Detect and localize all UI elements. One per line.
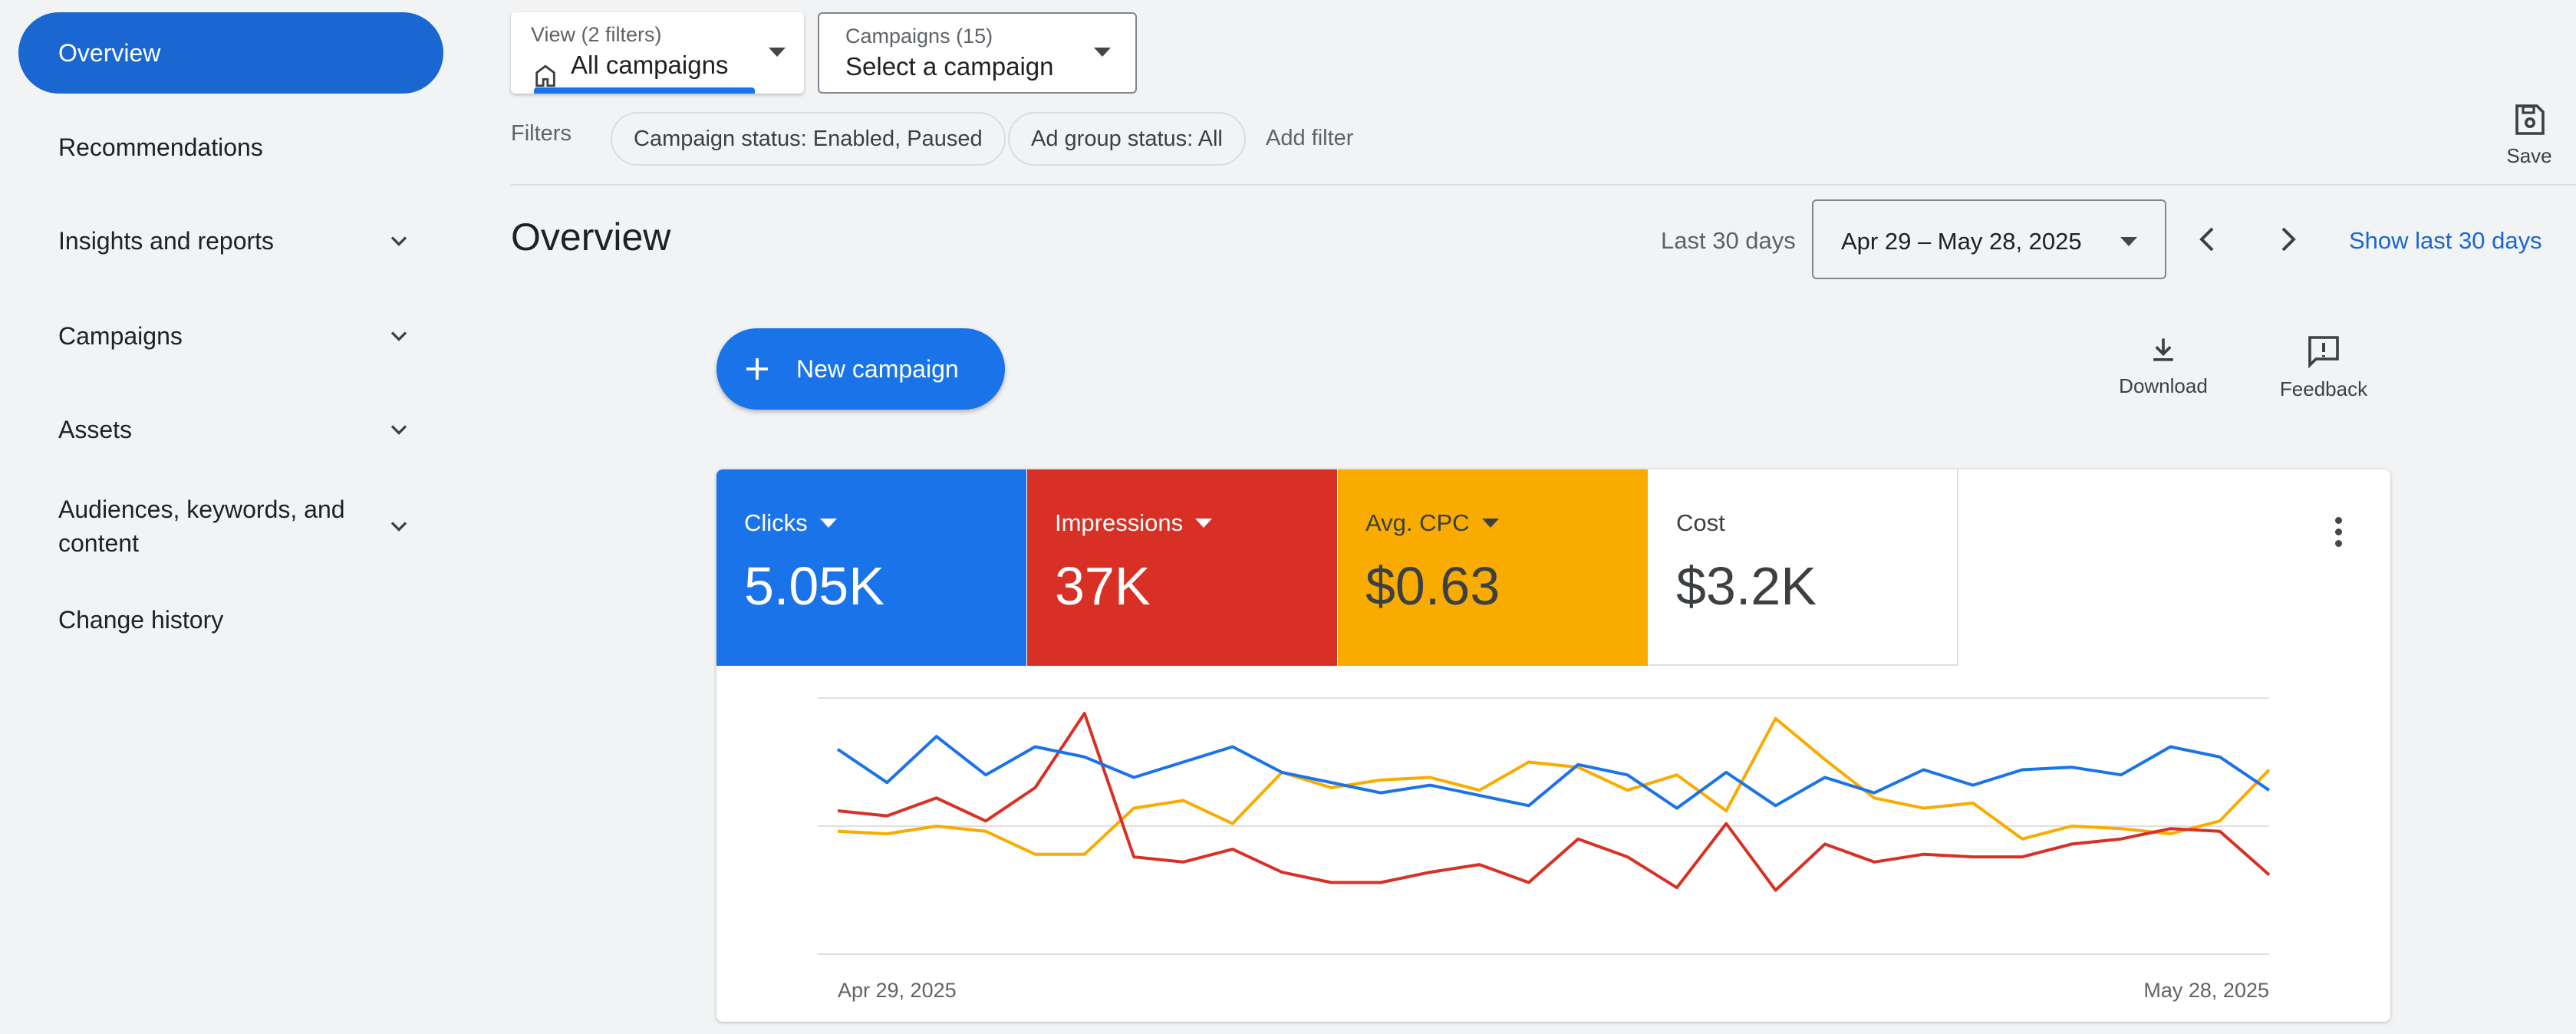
save-button[interactable]: Save [2496, 101, 2562, 168]
sidebar-item-label: Change history [58, 605, 224, 634]
sidebar-item-insights-and-reports[interactable]: Insights and reports [18, 213, 443, 268]
new-campaign-button[interactable]: New campaign [716, 328, 1005, 410]
sidebar-item-label: Overview [58, 38, 161, 67]
dropdown-caret-icon [2120, 237, 2137, 246]
filter-chip-ad-group-status[interactable]: Ad group status: All [1008, 112, 1246, 166]
dropdown-caret-icon [1195, 519, 1213, 528]
chevron-right-icon[interactable] [2269, 221, 2306, 258]
feedback-button[interactable]: Feedback [2274, 333, 2373, 401]
chevron-down-icon [390, 425, 407, 435]
active-indicator [534, 87, 755, 94]
campaigns-value: Select a campaign [845, 52, 1054, 81]
sidebar-item-label: Recommendations [58, 133, 263, 161]
sidebar-item-overview[interactable]: Overview [18, 12, 443, 94]
dropdown-caret-icon [819, 519, 837, 528]
sidebar-item-assets[interactable]: Assets [18, 402, 443, 457]
filter-chip-campaign-status[interactable]: Campaign status: Enabled, Paused [611, 112, 1006, 166]
chevron-down-icon [390, 331, 407, 341]
divider [511, 184, 2576, 186]
chip-label: Ad group status: All [1031, 126, 1223, 151]
metric-name: Avg. CPC [1365, 509, 1499, 537]
sidebar-item-label: Assets [58, 415, 133, 443]
download-icon [2153, 338, 2173, 361]
metric-name: Impressions [1055, 509, 1213, 537]
feedback-icon [2308, 336, 2339, 369]
sidebar-item-campaigns[interactable]: Campaigns [18, 308, 443, 364]
metric-value: 37K [1055, 556, 1151, 616]
view-selector[interactable]: View (2 filters) All campaigns [511, 12, 804, 94]
page-title: Overview [511, 216, 671, 258]
show-last-30-days-link[interactable]: Show last 30 days [2349, 227, 2542, 254]
metric-label: Avg. CPC [1365, 509, 1470, 536]
feedback-label: Feedback [2279, 377, 2368, 400]
chip-label: Campaign status: Enabled, Paused [634, 126, 983, 151]
metric-value: 5.05K [744, 556, 884, 616]
sidebar: Overview Recommendations Insights and re… [0, 0, 460, 1034]
download-label: Download [2119, 374, 2208, 397]
view-value: All campaigns [571, 51, 729, 79]
sidebar-item-recommendations[interactable]: Recommendations [18, 120, 443, 175]
download-button[interactable]: Download [2114, 333, 2212, 398]
view-caption: View (2 filters) [531, 23, 662, 46]
new-campaign-label: New campaign [796, 354, 959, 383]
metric-label: Cost [1676, 509, 1725, 536]
campaigns-caption: Campaigns (15) [845, 25, 993, 48]
building-icon [535, 64, 555, 87]
metric-impressions[interactable]: Impressions 37K [1027, 469, 1337, 666]
metric-value: $3.2K [1676, 556, 1817, 616]
metric-name: Clicks [744, 509, 837, 537]
add-filter-link[interactable]: Add filter [1266, 126, 1354, 150]
metric-cost[interactable]: Cost $3.2K [1649, 469, 1958, 666]
line-chart: Apr 29, 2025 May 28, 2025 [818, 697, 2271, 1002]
metric-value: $0.63 [1365, 556, 1500, 616]
sidebar-item-label: Audiences, keywords, and content [58, 496, 345, 557]
performance-card: Clicks 5.05K Impressions 37K Avg. CPC $0… [716, 469, 2390, 1022]
x-end-label: May 28, 2025 [2143, 979, 2269, 1002]
chevron-left-icon[interactable] [2189, 221, 2226, 258]
chevron-down-icon [390, 236, 407, 246]
date-range-label: Last 30 days [1661, 227, 1796, 254]
sidebar-item-audiences-keywords-content[interactable]: Audiences, keywords, and content [18, 488, 443, 565]
more-options-icon[interactable] [2329, 517, 2347, 552]
save-label: Save [2506, 144, 2552, 167]
dropdown-caret-icon [1094, 48, 1111, 57]
metric-label: Impressions [1055, 509, 1184, 536]
series-line-2 [837, 716, 2271, 856]
sidebar-item-label: Insights and reports [58, 226, 275, 255]
chevron-down-icon [390, 522, 407, 532]
x-start-label: Apr 29, 2025 [838, 979, 957, 1002]
metric-name: Cost [1676, 509, 1725, 537]
plus-icon [746, 358, 768, 380]
metric-label: Clicks [744, 509, 808, 536]
date-range-picker[interactable]: Apr 29 – May 28, 2025 [1812, 199, 2166, 279]
performance-chart: Apr 29, 2025 May 28, 2025 [716, 666, 2390, 1022]
dropdown-caret-icon [769, 48, 786, 57]
metric-clicks[interactable]: Clicks 5.05K [716, 469, 1026, 666]
metric-avg-cpc[interactable]: Avg. CPC $0.63 [1338, 469, 1648, 666]
series-line-0 [836, 735, 2271, 810]
campaign-selector[interactable]: Campaigns (15) Select a campaign [818, 12, 1137, 94]
filters-label: Filters [511, 121, 572, 146]
dropdown-caret-icon [1481, 519, 1499, 528]
sidebar-item-change-history[interactable]: Change history [18, 592, 443, 647]
date-range-value: Apr 29 – May 28, 2025 [1841, 228, 2082, 255]
save-icon [2515, 104, 2545, 135]
sidebar-item-label: Campaigns [58, 321, 183, 350]
series-line-1 [837, 712, 2271, 892]
